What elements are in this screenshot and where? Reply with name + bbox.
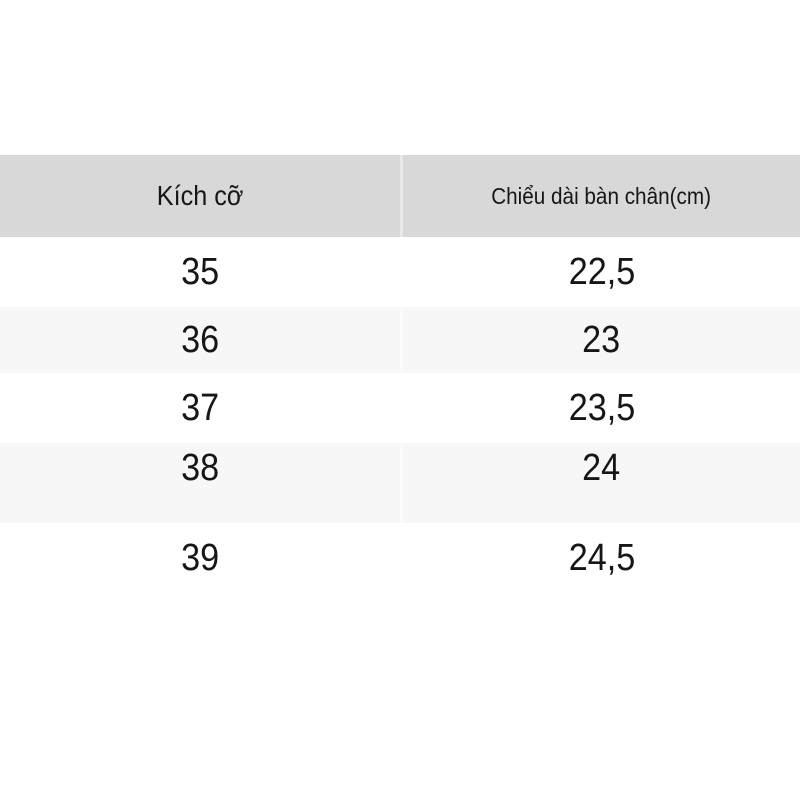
foot-length-value: 22,5	[568, 250, 635, 293]
foot-length-value: 24	[582, 446, 621, 489]
table-header-row: Kích cỡ Chiểu dài bàn chân(cm)	[0, 155, 800, 237]
header-foot-length-label: Chiểu dài bàn chân(cm)	[491, 182, 712, 209]
table-row: 37 23,5	[0, 373, 800, 443]
cell-foot-length: 24,5	[400, 523, 800, 593]
size-value: 38	[180, 446, 220, 489]
table-row: 36 23	[0, 307, 800, 373]
foot-length-value: 23	[582, 318, 621, 361]
table-row: 38 24	[0, 443, 800, 523]
header-size-label: Kích cỡ	[156, 180, 244, 211]
size-value: 39	[180, 536, 220, 579]
cell-size: 39	[0, 523, 400, 593]
cell-size: 38	[0, 443, 400, 523]
cell-foot-length: 22,5	[400, 237, 800, 307]
size-value: 37	[180, 386, 220, 429]
cell-foot-length: 23,5	[400, 373, 800, 443]
header-cell-size: Kích cỡ	[0, 155, 400, 237]
cell-size: 35	[0, 237, 400, 307]
foot-length-value: 23,5	[568, 386, 635, 429]
cell-size: 37	[0, 373, 400, 443]
header-cell-foot-length: Chiểu dài bàn chân(cm)	[400, 155, 800, 237]
size-value: 36	[180, 318, 220, 361]
cell-size: 36	[0, 307, 400, 373]
size-value: 35	[180, 250, 220, 293]
size-chart-table: Kích cỡ Chiểu dài bàn chân(cm) 35 22,5 3…	[0, 155, 800, 593]
cell-foot-length: 23	[400, 307, 800, 373]
cell-foot-length: 24	[400, 443, 800, 523]
table-row: 39 24,5	[0, 523, 800, 593]
foot-length-value: 24,5	[568, 536, 635, 579]
table-row: 35 22,5	[0, 237, 800, 307]
